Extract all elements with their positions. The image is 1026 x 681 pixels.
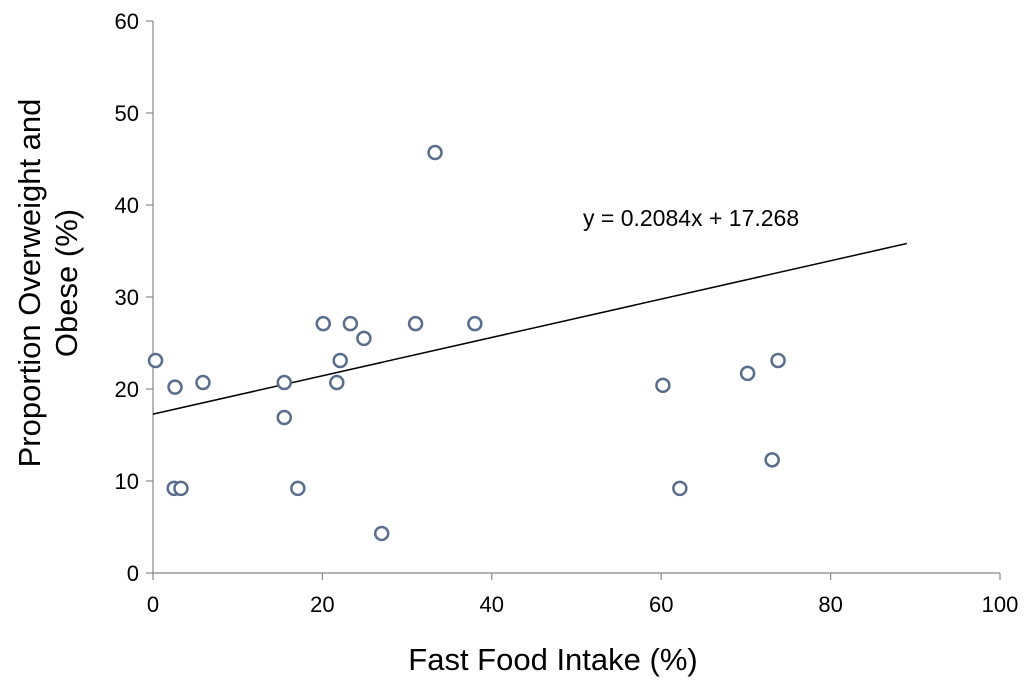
data-point [672, 480, 688, 497]
y-axis-title-line1: Proportion Overweight and [12, 99, 47, 468]
trendline-equation: y = 0.2084x + 17.268 [583, 205, 799, 231]
data-point [739, 365, 756, 382]
x-tick-label: 40 [480, 592, 504, 617]
data-point [467, 315, 483, 332]
data-point [276, 374, 293, 391]
data-point [373, 525, 390, 542]
x-axis-title: Fast Food Intake (%) [408, 642, 697, 677]
y-tick-group: 0 10 20 30 40 50 60 [115, 9, 153, 586]
y-tick-label: 40 [115, 193, 139, 218]
data-point [276, 409, 293, 426]
trendline-group: y = 0.2084x + 17.268 [152, 205, 907, 415]
data-point [329, 374, 345, 391]
y-tick-label: 50 [115, 101, 139, 126]
data-points [147, 144, 786, 542]
y-axis-title-line2: Obese (%) [49, 209, 84, 357]
data-point [356, 330, 372, 347]
x-tick-label: 100 [982, 592, 1019, 617]
data-point [764, 452, 780, 468]
data-point [427, 144, 443, 161]
data-point [315, 315, 331, 332]
data-point [407, 315, 424, 332]
x-tick-label: 80 [818, 592, 842, 617]
data-point [342, 315, 359, 332]
y-tick-label: 10 [115, 469, 139, 494]
x-tick-label: 20 [310, 592, 334, 617]
x-tick-group: 0 20 40 60 80 100 [147, 573, 1018, 617]
data-point [167, 379, 183, 395]
x-tick-label: 0 [147, 592, 159, 617]
data-point [147, 352, 164, 369]
data-point [195, 374, 211, 391]
x-tick-label: 60 [649, 592, 673, 617]
y-tick-label: 60 [115, 9, 139, 34]
data-point [770, 352, 786, 369]
y-tick-label: 20 [115, 377, 139, 402]
y-tick-label: 0 [127, 561, 139, 586]
data-point [332, 352, 348, 369]
y-tick-label: 30 [115, 285, 139, 310]
data-point [290, 480, 306, 497]
trendline [152, 242, 907, 415]
data-point [173, 480, 189, 497]
data-point [655, 377, 671, 394]
y-axis-title: Proportion Overweight and Obese (%) [12, 99, 84, 468]
